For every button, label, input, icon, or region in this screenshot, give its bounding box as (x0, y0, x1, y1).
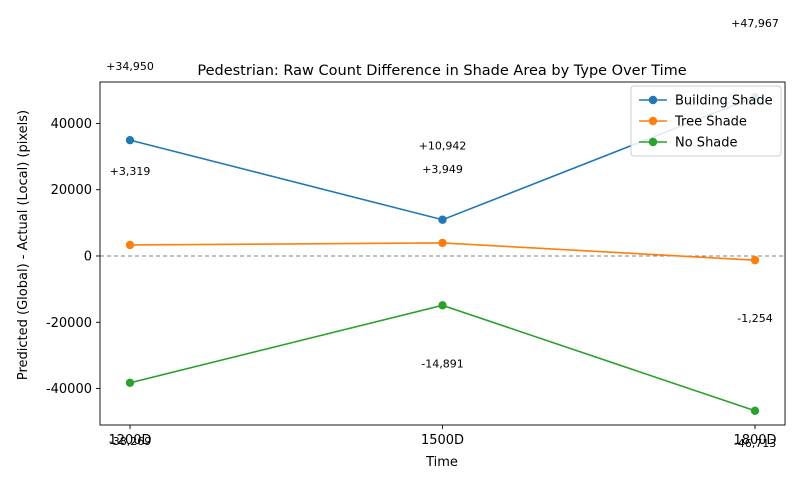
y-tick-label-3: 20000 (51, 183, 92, 198)
x-tick-label-0: 1200D (108, 433, 151, 448)
data-point-1-0 (125, 240, 135, 250)
data-label-1-1: +3,949 (422, 163, 463, 176)
data-point-2-1 (438, 301, 447, 310)
data-point-1-2 (750, 255, 760, 265)
data-label-2-0: -38,269 (109, 435, 151, 448)
data-point-1-1 (438, 238, 447, 248)
data-point-2-0 (125, 378, 135, 388)
data-point-0-0 (125, 135, 135, 145)
legend-marker-0 (648, 95, 658, 105)
data-label-1-2: -1,254 (737, 312, 772, 325)
legend-marker-1 (648, 116, 658, 126)
legend-label-2: No Shade (675, 136, 738, 151)
data-label-2-2: -46,713 (734, 437, 776, 450)
data-point-0-1 (438, 215, 447, 224)
y-axis-label: Predicted (Global) - Actual (Local) (pix… (16, 110, 31, 380)
y-tick-label-1: -20000 (46, 316, 92, 331)
data-label-0-2: +47,967 (731, 17, 779, 30)
legend: Building Shade Tree Shade No Shade (630, 85, 782, 157)
plot-area: +34,950 +10,942 +47,967 +3,319 +3,949 -1,254 -… (46, 17, 786, 450)
legend-box (630, 85, 782, 157)
legend-label-0: Building Shade (675, 94, 773, 109)
y-tick-label-2: 0 (84, 249, 92, 264)
data-label-0-1: +10,942 (419, 140, 467, 153)
data-label-1-0: +3,319 (110, 165, 151, 178)
chart-title: Pedestrian: Raw Count Difference in Shad… (197, 63, 686, 79)
legend-label-1: Tree Shade (674, 115, 747, 130)
data-label-0-0: +34,950 (106, 60, 154, 73)
x-axis-label: Time (425, 455, 458, 470)
y-tick-label-0: -40000 (46, 382, 92, 397)
legend-marker-2 (648, 137, 658, 147)
x-tick-label-2: 1800D (733, 433, 776, 448)
data-label-2-1: -14,891 (421, 357, 463, 370)
data-point-2-2 (750, 406, 760, 415)
x-tick-label-1: 1500D (421, 433, 464, 448)
y-tick-label-4: 40000 (51, 117, 92, 132)
